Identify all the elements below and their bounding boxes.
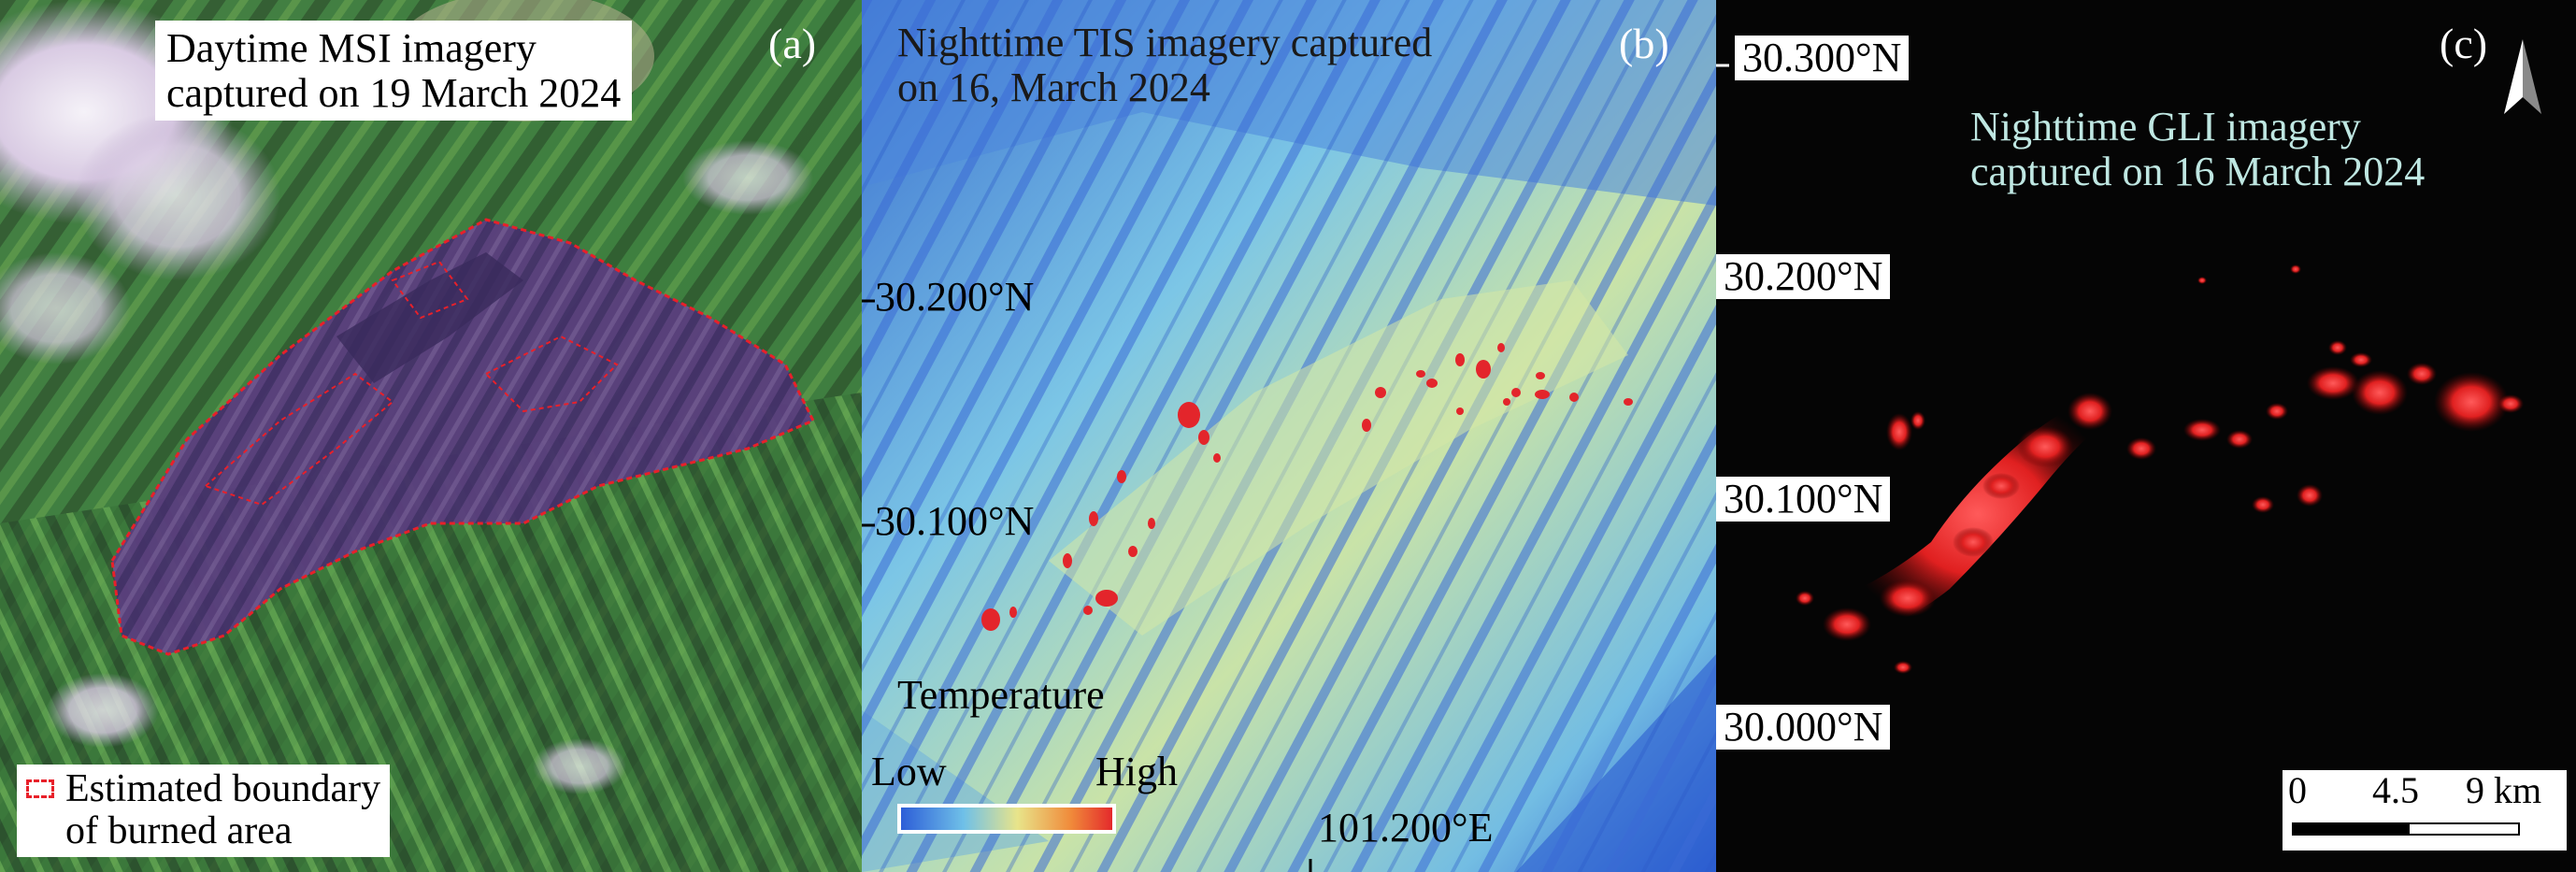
- panel-a-legend-line2: of burned area: [65, 809, 293, 853]
- panel-b-lon-200: 101.200°E: [1318, 805, 1494, 851]
- panel-b-nighttime-tis: Nighttime TIS imagery captured on 16, Ma…: [862, 0, 1716, 872]
- panel-b-lat-100: 30.100°N: [875, 498, 1035, 544]
- panel-b-title: Nighttime TIS imagery captured on 16, Ma…: [897, 21, 1432, 109]
- colorbar-title: Temperature: [897, 672, 1105, 718]
- scale-label-9km: 9 km: [2466, 769, 2542, 811]
- scale-segment-light: [2408, 822, 2520, 836]
- panel-a-title: Daytime MSI imagery captured on 19 March…: [155, 21, 633, 122]
- north-arrow-icon: [2504, 39, 2541, 114]
- panel-a-legend-line1: Estimated boundary: [65, 767, 381, 810]
- panel-c-title-line1: Nighttime GLI imagery: [1970, 104, 2361, 150]
- gli-fire-glow: [1796, 264, 2524, 674]
- scale-bar: 0 4.5 9 km: [2283, 770, 2567, 851]
- scale-label-0: 0: [2288, 769, 2307, 811]
- panel-c-lat-100: 30.100°N: [1716, 477, 1891, 522]
- panel-c-title-line2: captured on 16 March 2024: [1970, 148, 2426, 194]
- panel-c-nighttime-gli: 30.300°N 30.200°N 30.100°N 30.000°N (c) …: [1716, 0, 2576, 872]
- panel-a-letter: (a): [768, 20, 817, 67]
- scale-segment-dark: [2292, 822, 2408, 836]
- panel-c-letter: (c): [2440, 20, 2488, 67]
- colorbar-low-label: Low: [871, 749, 947, 794]
- panel-b-title-line1: Nighttime TIS imagery captured: [897, 20, 1433, 65]
- panel-a-legend: Estimated boundary of burned area: [17, 765, 391, 857]
- scale-label-4-5: 4.5: [2372, 769, 2419, 811]
- panel-a-title-line2: captured on 19 March 2024: [166, 69, 622, 116]
- panel-c-lat-300: 30.300°N: [1735, 36, 1910, 80]
- msi-satellite-image: [0, 0, 862, 872]
- tis-thermal-image: [862, 0, 1716, 872]
- panel-a-daytime-msi: Daytime MSI imagery captured on 19 March…: [0, 0, 862, 872]
- panel-b-lat-200: 30.200°N: [875, 274, 1035, 320]
- panel-c-lat-200: 30.200°N: [1716, 254, 1891, 299]
- panel-c-title: Nighttime GLI imagery captured on 16 Mar…: [1970, 105, 2425, 193]
- panel-b-title-line2: on 16, March 2024: [897, 64, 1210, 110]
- temperature-colorbar: [897, 804, 1116, 834]
- colorbar-high-label: High: [1095, 749, 1178, 794]
- panel-a-title-line1: Daytime MSI imagery: [166, 25, 537, 71]
- panel-c-lat-000: 30.000°N: [1716, 705, 1891, 750]
- panel-b-letter: (b): [1619, 20, 1669, 67]
- burned-boundary-legend-swatch: [26, 779, 54, 798]
- tis-hotspots: [981, 343, 1633, 631]
